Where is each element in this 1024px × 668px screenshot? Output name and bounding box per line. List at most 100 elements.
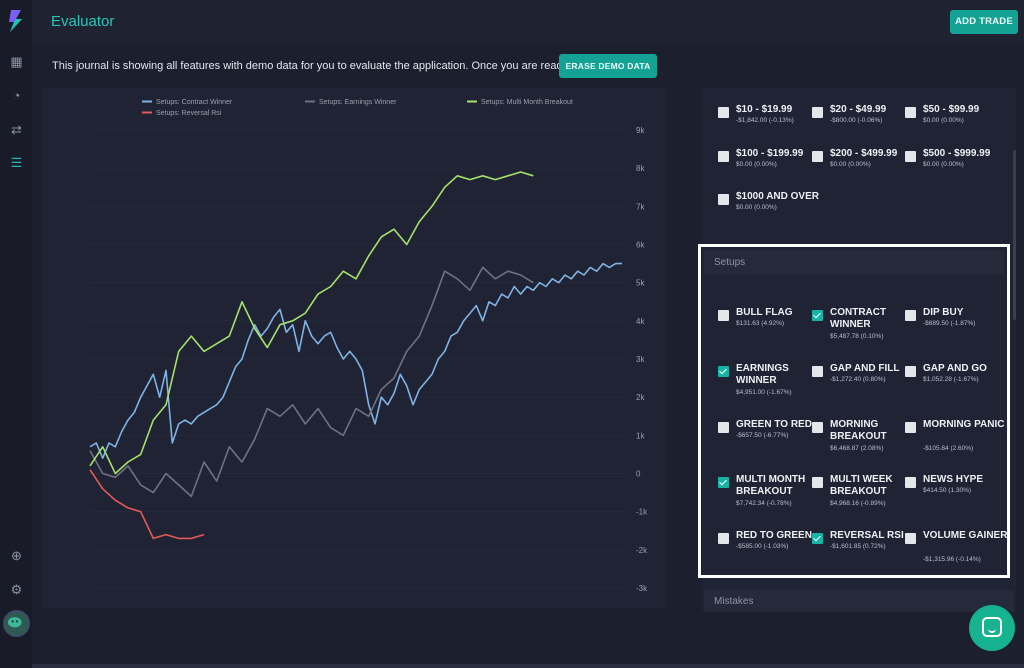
checkbox[interactable] bbox=[812, 310, 823, 321]
checkbox[interactable] bbox=[718, 194, 729, 205]
settings-icon[interactable]: ⚙ bbox=[10, 582, 23, 597]
filter-pnl: $7,742.34 (-0.78%) bbox=[736, 500, 792, 507]
erase-demo-data-button[interactable]: ERASE DEMO DATA bbox=[559, 54, 657, 78]
checkbox[interactable] bbox=[905, 107, 916, 118]
filter-label: MULTI WEEK BREAKOUT bbox=[830, 474, 893, 497]
y-tick-label: -2k bbox=[636, 546, 648, 555]
checkbox[interactable] bbox=[812, 151, 823, 162]
equity-chart: 9k 8k 7k 6k 5k 4k 3k 2k 1k 0 -1k -2k -3k Setups: Cont… bbox=[89, 99, 648, 593]
filter-label: REVERSAL RSI bbox=[830, 530, 904, 541]
chat-button[interactable] bbox=[969, 605, 1015, 651]
legend-entry: Setups: Reversal Rsi bbox=[156, 110, 222, 117]
checkbox[interactable] bbox=[812, 422, 823, 433]
checkbox[interactable] bbox=[812, 533, 823, 544]
avatar[interactable] bbox=[3, 610, 30, 637]
filter-label: $10 - $19.99 bbox=[736, 104, 793, 115]
checkbox[interactable] bbox=[812, 366, 823, 377]
filter-label: BULL FLAG bbox=[736, 307, 793, 318]
scrollbar[interactable] bbox=[1013, 150, 1016, 320]
filter-pnl: $1,052.28 (-1.67%) bbox=[923, 376, 979, 383]
filter-label: $100 - $199.99 bbox=[736, 148, 804, 159]
price-range-filters: $10 - $19.99 -$1,842.00 (-0.13%) $20 - $49… bbox=[702, 88, 1016, 238]
filter-pnl: $5,487.78 (0.10%) bbox=[830, 333, 884, 340]
filter-label: MULTI MONTH BREAKOUT bbox=[736, 474, 806, 497]
bottom-strip bbox=[32, 664, 1024, 668]
filter-pnl: $0.00 (0.00%) bbox=[923, 117, 964, 124]
y-tick-label: 3k bbox=[636, 355, 645, 364]
checkbox[interactable] bbox=[812, 107, 823, 118]
checkbox[interactable] bbox=[718, 533, 729, 544]
topbar: Evaluator ADD TRADE bbox=[32, 0, 1024, 43]
setups-highlight-box bbox=[698, 244, 1010, 578]
y-tick-label: -1k bbox=[636, 508, 648, 517]
y-tick-label: 1k bbox=[636, 431, 645, 440]
add-trade-button[interactable]: ADD TRADE bbox=[950, 10, 1018, 34]
trades-icon[interactable]: ⇄ bbox=[11, 122, 22, 137]
y-tick-label: -3k bbox=[636, 584, 648, 593]
filter-pnl: -$800.00 (-0.06%) bbox=[830, 117, 883, 124]
add-icon[interactable]: ⊕ bbox=[11, 548, 22, 563]
filter-pnl: -$1,601.85 (0.72%) bbox=[830, 543, 886, 550]
filters-icon[interactable]: ☰ bbox=[10, 155, 23, 170]
filter-pnl: $0.00 (0.00%) bbox=[830, 161, 871, 168]
filter-pnl: $6,468.87 (2.08%) bbox=[830, 445, 884, 452]
y-tick-label: 2k bbox=[636, 393, 645, 402]
app-logo bbox=[9, 10, 22, 32]
filter-label: GREEN TO RED bbox=[736, 419, 812, 430]
filter-pnl: -$1,272.40 (0.80%) bbox=[830, 376, 886, 383]
filter-pnl: $414.50 (1.30%) bbox=[923, 487, 972, 494]
y-tick-label: 8k bbox=[636, 164, 645, 173]
filter-pnl: -$105.84 (2.60%) bbox=[923, 445, 974, 452]
filter-label: CONTRACT WINNER bbox=[830, 307, 887, 330]
filter-pnl: $131.63 (4.92%) bbox=[736, 320, 785, 327]
filter-label: MORNING BREAKOUT bbox=[830, 419, 887, 442]
series-line-setups-reversal-rsi bbox=[89, 469, 205, 540]
filter-pnl: -$1,315.96 (-0.14%) bbox=[923, 556, 981, 563]
legend-entry: Setups: Multi Month Breakout bbox=[481, 99, 573, 106]
filter-label: GAP AND GO bbox=[923, 363, 987, 374]
filter-pnl: $0.00 (0.00%) bbox=[736, 204, 777, 211]
checkbox[interactable] bbox=[905, 477, 916, 488]
checkbox[interactable] bbox=[718, 107, 729, 118]
y-tick-label: 7k bbox=[636, 202, 645, 211]
series-line-setups-earnings-winner bbox=[89, 266, 534, 498]
checkbox[interactable] bbox=[718, 477, 729, 488]
filter-pnl: -$585.00 (-1.03%) bbox=[736, 543, 789, 550]
filter-label: NEWS HYPE bbox=[923, 474, 984, 485]
checkbox[interactable] bbox=[718, 151, 729, 162]
filter-label: VOLUME GAINER bbox=[923, 530, 1008, 541]
checkbox[interactable] bbox=[718, 310, 729, 321]
mistakes-header[interactable]: Mistakes bbox=[704, 590, 1014, 612]
checkbox[interactable] bbox=[812, 477, 823, 488]
y-tick-label: 0 bbox=[636, 470, 641, 479]
checkbox[interactable] bbox=[905, 533, 916, 544]
app-title: Evaluator bbox=[51, 13, 115, 30]
setups-header[interactable]: Setups bbox=[704, 250, 1004, 274]
legend-entry: Setups: Earnings Winner bbox=[319, 99, 397, 106]
checkbox[interactable] bbox=[718, 366, 729, 377]
checkbox[interactable] bbox=[905, 310, 916, 321]
mistakes-title: Mistakes bbox=[714, 596, 754, 607]
chart-panel: 9k 8k 7k 6k 5k 4k 3k 2k 1k 0 -1k -2k -3k Setups: Cont… bbox=[42, 88, 666, 608]
y-tick-label: 6k bbox=[636, 241, 645, 250]
setups-title: Setups bbox=[714, 257, 746, 268]
checkbox[interactable] bbox=[905, 366, 916, 377]
filter-pnl: $4,951.00 (-1.67%) bbox=[736, 389, 792, 396]
y-tick-label: 4k bbox=[636, 317, 645, 326]
filter-pnl: $0.00 (0.00%) bbox=[923, 161, 964, 168]
filter-label: MORNING PANIC bbox=[923, 419, 1005, 430]
series-line-setups-multi-month-breakout bbox=[89, 171, 534, 475]
filter-pnl: -$689.50 (-1.87%) bbox=[923, 320, 976, 327]
reports-icon[interactable]: ◔ bbox=[12, 88, 21, 103]
filter-label: $500 - $999.99 bbox=[923, 148, 991, 159]
dashboard-icon[interactable]: ▦ bbox=[10, 54, 23, 69]
checkbox[interactable] bbox=[718, 422, 729, 433]
filter-label: EARNINGS WINNER bbox=[736, 363, 789, 386]
filter-label: DIP BUY bbox=[923, 307, 964, 318]
checkbox[interactable] bbox=[905, 422, 916, 433]
filter-pnl: -$657.50 (-6.77%) bbox=[736, 432, 789, 439]
filter-label: $20 - $49.99 bbox=[830, 104, 887, 115]
filter-label: $200 - $499.99 bbox=[830, 148, 898, 159]
legend-entry: Setups: Contract Winner bbox=[156, 99, 233, 106]
checkbox[interactable] bbox=[905, 151, 916, 162]
